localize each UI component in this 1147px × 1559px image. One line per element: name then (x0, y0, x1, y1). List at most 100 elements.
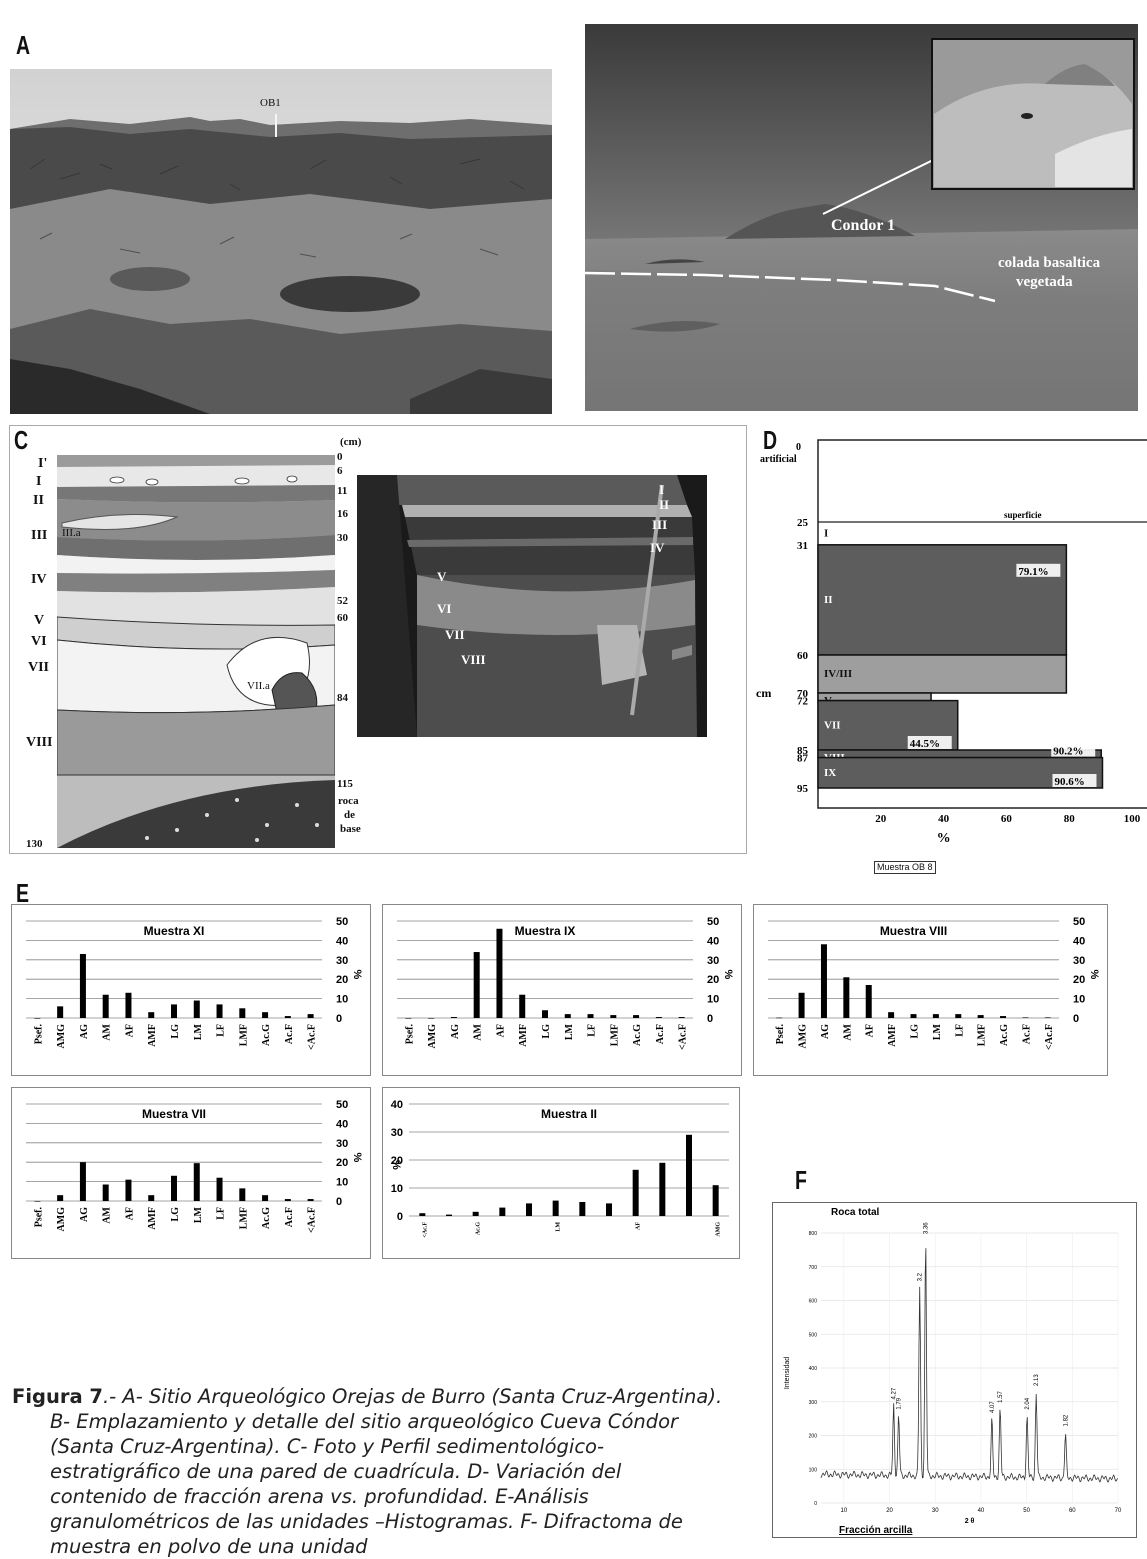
x-tick: LG (541, 1024, 552, 1039)
photo-orejas-de-burro: OB1 (10, 69, 552, 414)
superficie-label: superficie (1004, 510, 1042, 520)
y-tick: 50 (1073, 916, 1085, 928)
x-tick: LG (170, 1024, 181, 1039)
y-axis-label: Intensidad (784, 1357, 791, 1389)
bar (686, 1134, 692, 1216)
y-tick: 20 (336, 974, 348, 986)
caption-line: B- Emplazamiento y detalle del sitio arq… (50, 1410, 679, 1433)
peak-label: 1.82 (1063, 1414, 1069, 1426)
bar (496, 928, 503, 1018)
figure-label: Figura 7 (12, 1385, 103, 1408)
x-tick: LG (910, 1024, 921, 1039)
x-tick: Ac.F (1021, 1024, 1032, 1044)
panel-letter-f: F (795, 1165, 807, 1195)
x-tick: 30 (932, 1508, 939, 1514)
bar (284, 1199, 291, 1201)
unit-label: V (34, 613, 45, 628)
diffractogram-title: Roca total (831, 1207, 880, 1218)
bar (57, 1195, 64, 1201)
y-tick: 800 (809, 1231, 818, 1237)
bar (542, 1010, 548, 1018)
x-tick: 40 (938, 813, 950, 825)
x-tick: <Ac.F (1044, 1024, 1055, 1050)
x-tick: AF (124, 1207, 135, 1220)
unit-label: I (824, 527, 828, 539)
x-tick: AM (102, 1023, 113, 1040)
unit-label: I (36, 474, 42, 489)
bar (405, 1018, 412, 1019)
x-tick: LM (193, 1023, 204, 1040)
y-tick: 0 (336, 1013, 342, 1025)
x-tick: 10 (841, 1508, 848, 1514)
peak-label: 4.07 (990, 1401, 996, 1413)
x-tick: AG (79, 1207, 90, 1222)
x-tick: 60 (1069, 1508, 1076, 1514)
x-tick: Ac.G (476, 1222, 482, 1235)
bar (820, 944, 827, 1018)
y-tick: 70 (797, 688, 809, 700)
bar (284, 1016, 291, 1018)
x-tick: 80 (1064, 813, 1076, 825)
x-tick: Psef. (33, 1024, 44, 1045)
depth-label: 16 (337, 508, 348, 520)
y-tick: 600 (809, 1299, 818, 1305)
x-tick: AMF (518, 1024, 529, 1047)
x-tick: AMG (427, 1024, 438, 1049)
unit-label: VII (824, 719, 841, 731)
bar (102, 994, 109, 1018)
bar (955, 1014, 962, 1018)
y-tick: 0 (814, 1501, 817, 1507)
bar (125, 1179, 132, 1201)
bar (79, 953, 86, 1018)
y-tick: 50 (336, 1099, 348, 1111)
unit-label: III (31, 528, 48, 543)
x-tick: LMF (609, 1024, 620, 1046)
y-unit: % (722, 970, 734, 980)
x-tick: Ac.F (284, 1207, 295, 1227)
bar (102, 1184, 109, 1201)
y-tick: 10 (336, 994, 348, 1006)
depth-label: 11 (337, 485, 348, 497)
roca-label: base (340, 823, 361, 835)
x-tick: LM (564, 1023, 575, 1040)
x-tick: <Ac.F (307, 1207, 318, 1233)
x-tick: <Ac.F (307, 1024, 318, 1050)
caption-line: muestra en polvo de una unidad (50, 1535, 368, 1558)
bar (655, 1017, 662, 1018)
depth-label: 130 (26, 838, 43, 850)
y-tick: 400 (809, 1366, 818, 1372)
x-tick: AG (79, 1024, 90, 1039)
caption-line: granulométricos de las unidades –Histogr… (50, 1510, 683, 1533)
bar (34, 1018, 41, 1019)
peak-label: 2.04 (1025, 1397, 1031, 1409)
x-tick: LM (193, 1206, 204, 1223)
bar (499, 1207, 506, 1216)
y-tick: 40 (336, 935, 348, 947)
bar (519, 994, 526, 1018)
value-label-bg (907, 736, 952, 749)
label-iiia: III.a (62, 527, 81, 539)
unit-label: IV/III (824, 668, 852, 680)
bar (564, 1014, 571, 1018)
bar (1000, 1016, 1007, 1018)
peak-label: 2.13 (1034, 1374, 1040, 1386)
y-tick: 40 (1073, 935, 1085, 947)
x-tick: AF (124, 1024, 135, 1037)
bar (587, 1014, 594, 1018)
histogram-title: Muestra VIII (880, 924, 947, 938)
depth-label: 0 (337, 451, 343, 463)
photo-unit-label: VII (445, 627, 465, 642)
histogram-muestra-vii: 0 10 20 30 40 50% Muestra VII Psef. AMG AG AM AF AMF… (11, 1087, 371, 1259)
x-tick: LF (216, 1207, 227, 1220)
value-label-bg (1016, 563, 1061, 577)
depth-label: 30 (337, 532, 348, 544)
depth-unit: (cm) (340, 436, 362, 448)
diffractogram-footer: Fracción arcilla (839, 1525, 913, 1536)
y-tick: 72 (797, 696, 809, 708)
diffractogram-frame: Roca total 800 700 600 500 400 300 200 100 0 10 20 3… (772, 1202, 1137, 1538)
y-tick: 300 (809, 1400, 818, 1406)
bar (932, 1014, 939, 1018)
x-tick: Ac.G (261, 1024, 272, 1046)
condor-1-label: Condor 1 (831, 217, 896, 234)
y-tick: 100 (809, 1467, 818, 1473)
